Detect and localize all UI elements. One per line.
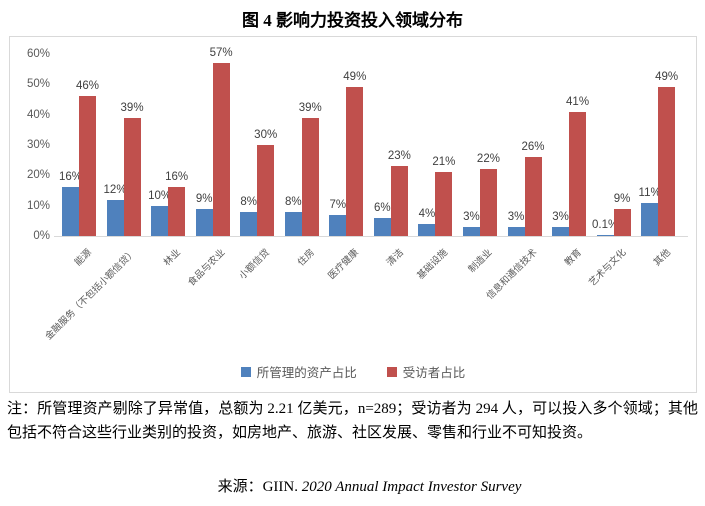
category-label: 医疗健康 xyxy=(326,247,362,282)
category-label: 林业 xyxy=(161,247,184,269)
value-label: 21% xyxy=(432,156,456,168)
value-label: 16% xyxy=(58,171,83,183)
bar-respondents xyxy=(301,118,319,236)
y-axis-tick: 60% xyxy=(26,48,50,61)
y-axis-tick: 30% xyxy=(26,139,50,151)
bar-aum xyxy=(641,203,659,236)
value-label: 39% xyxy=(298,102,322,114)
bar-aum xyxy=(62,187,79,236)
category-label: 能源 xyxy=(72,247,94,269)
value-label: 0.1% xyxy=(591,219,619,231)
bar-respondents xyxy=(212,63,230,236)
chart-legend: 所管理的资产占比 受访者占比 xyxy=(10,362,696,381)
bar-respondents xyxy=(79,96,96,236)
value-label: 7% xyxy=(329,199,347,211)
bar-aum xyxy=(462,227,480,236)
bar-aum xyxy=(507,227,525,236)
value-label: 8% xyxy=(240,196,257,208)
bar-respondents xyxy=(123,118,141,236)
bar-respondents xyxy=(168,187,186,236)
figure-note: 注：所管理资产剔除了异常值，总额为 2.21 亿美元，n=289；受访者为 29… xyxy=(7,401,698,441)
y-axis-tick: 0% xyxy=(33,230,50,242)
bar-respondents xyxy=(524,157,542,236)
legend-swatch-aum-icon xyxy=(240,366,251,377)
legend-item-respondents: 受访者占比 xyxy=(386,362,466,381)
value-label: 49% xyxy=(655,71,679,83)
value-label: 6% xyxy=(374,202,391,214)
value-label: 9% xyxy=(613,193,631,205)
value-label: 30% xyxy=(254,129,278,141)
bar-respondents xyxy=(569,112,587,236)
value-label: 39% xyxy=(120,102,144,114)
value-label: 9% xyxy=(195,193,213,205)
category-label: 基础设施 xyxy=(415,247,451,282)
plot-area: 0% 10% 20% 30% 40% 50% 60% 16% 46% 能源 12% 39% 金融服务（不… xyxy=(10,37,696,392)
bar-aum xyxy=(552,227,570,236)
category-label: 食品与农业 xyxy=(186,247,228,289)
value-label: 12% xyxy=(103,184,127,196)
bar-aum xyxy=(195,209,213,236)
y-axis-tick: 20% xyxy=(26,169,50,182)
x-axis-line xyxy=(54,236,688,237)
category-label: 教育 xyxy=(562,247,584,269)
value-label: 46% xyxy=(75,80,100,92)
bar-aum xyxy=(151,206,169,236)
chart-container: 0% 10% 20% 30% 40% 50% 60% 16% 46% 能源 12% 39% 金融服务（不… xyxy=(9,36,697,393)
legend-label-aum: 所管理的资产占比 xyxy=(256,366,357,380)
value-label: 4% xyxy=(418,208,436,220)
category-label: 小额信贷 xyxy=(237,247,273,282)
bar-aum xyxy=(284,212,302,236)
category-label: 艺术与文化 xyxy=(587,247,629,289)
bar-aum xyxy=(418,224,436,236)
value-label: 10% xyxy=(148,190,172,202)
value-label: 26% xyxy=(521,141,545,153)
category-label: 制造业 xyxy=(466,247,495,276)
y-axis-tick: 10% xyxy=(26,199,50,212)
category-label: 金融服务（不包括小额信贷） xyxy=(43,247,139,343)
value-label: 22% xyxy=(476,153,500,165)
source-prefix: 来源：GIIN. xyxy=(217,479,302,495)
category-label: 住房 xyxy=(295,247,317,269)
value-label: 11% xyxy=(638,187,661,199)
legend-label-respondents: 受访者占比 xyxy=(402,366,466,380)
value-label: 41% xyxy=(566,96,590,108)
value-label: 16% xyxy=(165,171,189,183)
legend-swatch-respondents-icon xyxy=(386,366,397,377)
y-axis-tick: 50% xyxy=(26,78,50,91)
bar-respondents xyxy=(257,145,275,236)
value-label: 3% xyxy=(463,211,480,223)
category-label: 其他 xyxy=(651,247,674,269)
bar-aum xyxy=(596,235,614,236)
bar-aum xyxy=(240,212,258,236)
category-label: 清洁 xyxy=(384,247,406,269)
value-label: 8% xyxy=(284,196,302,208)
bar-respondents xyxy=(390,166,408,236)
bar-aum xyxy=(329,215,347,236)
source-publication: 2020 Annual Impact Investor Survey xyxy=(301,479,522,495)
value-label: 3% xyxy=(552,211,569,223)
figure-title: 图 4 影响力投资投入领域分布 xyxy=(242,11,463,30)
bar-respondents xyxy=(658,87,676,236)
value-label: 23% xyxy=(387,150,411,162)
figure-source: 来源：GIIN. 2020 Annual Impact Investor Sur… xyxy=(0,475,705,496)
bar-respondents xyxy=(346,87,364,236)
value-label: 49% xyxy=(343,71,367,83)
bar-aum xyxy=(106,200,124,236)
value-label: 3% xyxy=(507,211,525,223)
bar-respondents xyxy=(613,209,631,236)
legend-item-aum: 所管理的资产占比 xyxy=(240,362,357,381)
y-axis-tick: 40% xyxy=(26,108,50,121)
bar-respondents xyxy=(435,172,453,236)
bar-aum xyxy=(373,218,391,236)
value-label: 57% xyxy=(209,47,233,59)
bar-respondents xyxy=(479,169,497,236)
